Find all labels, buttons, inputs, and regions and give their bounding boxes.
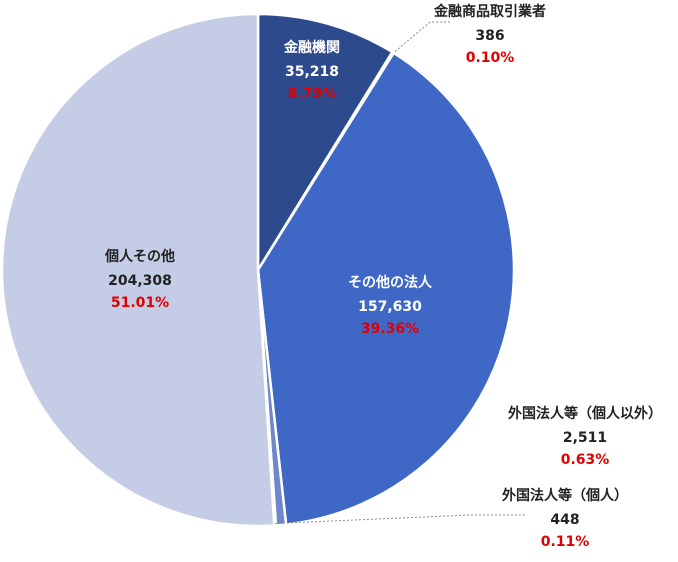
slice-name: 外国法人等（個人以外） <box>508 405 662 422</box>
slice-name: 金融機関 <box>283 39 340 56</box>
slice-name: 金融商品取引業者 <box>433 3 546 20</box>
slice-percent: 0.11% <box>541 534 590 550</box>
leader-line <box>274 514 525 524</box>
slice-count: 386 <box>475 28 504 44</box>
slice-percent: 39.36% <box>361 321 419 337</box>
slice-name: その他の法人 <box>348 274 433 291</box>
slice-percent: 0.63% <box>561 452 610 468</box>
slice-count: 204,308 <box>108 273 172 289</box>
slice-name: 個人その他 <box>104 248 175 265</box>
slice-count: 157,630 <box>358 299 422 315</box>
leader-line <box>391 21 450 55</box>
slice-percent: 51.01% <box>111 295 169 311</box>
pie-slice <box>256 12 395 275</box>
slice-count: 2,511 <box>563 430 607 446</box>
slice-count: 35,218 <box>285 64 339 80</box>
slice-percent: 0.10% <box>466 50 515 66</box>
slice-count: 448 <box>550 512 579 528</box>
slice-percent: 8.79% <box>288 86 337 102</box>
slice-name: 外国法人等（個人） <box>502 487 628 504</box>
pie-slice <box>256 51 516 526</box>
pie-slice <box>0 12 276 528</box>
